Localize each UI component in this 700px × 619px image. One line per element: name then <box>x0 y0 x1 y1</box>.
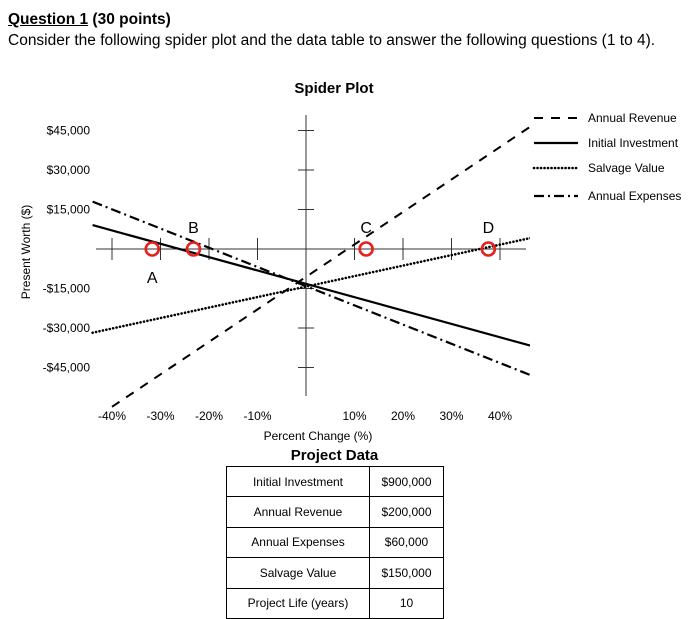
break-even-marker <box>185 241 202 257</box>
x-tick-label: 10% <box>342 409 366 423</box>
marker-label: A <box>147 270 158 287</box>
table-cell-label: Salvage Value <box>226 557 370 589</box>
table-cell-label: Annual Revenue <box>226 496 370 528</box>
plot-tick-labels: -40% -30% -20% -10% 10% 20% 30% 40% $45,000 $30,0… <box>43 124 513 423</box>
table-cell-value: 10 <box>369 587 444 619</box>
y-axis-label: Present Worth ($) <box>19 205 33 299</box>
table-cell-value: $200,000 <box>369 496 444 528</box>
series-line-initial-investment <box>92 224 530 347</box>
table-cell-label: Project Life (years) <box>226 587 370 619</box>
x-tick-label: 20% <box>391 409 415 423</box>
question-text: Consider the following spider plot and t… <box>8 32 656 49</box>
series-line-annual-expenses <box>92 200 530 377</box>
plot-axes <box>96 115 526 396</box>
table-cell-value: $150,000 <box>369 557 444 589</box>
marker-label: C <box>360 220 372 237</box>
series-line-salvage-value <box>91 236 530 335</box>
plot-legend: Annual Revenue Initial Investment Salvage … <box>532 111 681 203</box>
y-tick-label: $30,000 <box>47 163 91 177</box>
break-even-marker <box>358 241 374 257</box>
project-data-table: Initial Investment $900,000 Annual Reven… <box>226 465 444 619</box>
x-tick-label: 30% <box>439 409 463 423</box>
series-line-annual-revenue <box>111 125 530 408</box>
table-cell-value: $60,000 <box>369 526 444 559</box>
legend-entry: Salvage Value <box>588 161 665 175</box>
question-points: (30 points) <box>92 11 171 28</box>
x-tick-label: -30% <box>146 409 174 423</box>
x-tick-label: -40% <box>98 409 126 423</box>
table-row: Annual Expenses $60,000 <box>226 526 444 559</box>
legend-entry: Annual Revenue <box>588 111 677 125</box>
y-tick-label: -$15,000 <box>43 281 91 295</box>
x-axis-label: Percent Change (%) <box>264 429 373 443</box>
table-row: Project Life (years) 10 <box>226 587 444 619</box>
plot-series <box>91 125 530 408</box>
x-tick-label: -10% <box>243 409 271 423</box>
x-tick-label: 40% <box>488 409 512 423</box>
y-tick-label: -$30,000 <box>43 321 91 335</box>
break-even-marker <box>480 241 497 257</box>
y-tick-label: $15,000 <box>47 203 91 217</box>
table-cell-value: $900,000 <box>369 465 444 498</box>
y-tick-label: $45,000 <box>47 124 91 138</box>
y-tick-label: -$45,000 <box>43 360 91 374</box>
table-cell-label: Initial Investment <box>226 465 370 498</box>
break-even-marker <box>144 241 161 257</box>
project-data-title: Project Data <box>290 447 379 464</box>
x-tick-label: -20% <box>195 409 223 423</box>
legend-entry: Annual Expenses <box>588 189 681 203</box>
legend-entry: Initial Investment <box>588 136 679 150</box>
question-header: Question 1 (30 points) <box>8 10 171 30</box>
table-cell-label: Annual Expenses <box>226 526 370 559</box>
marker-label: D <box>483 220 495 237</box>
table-row: Salvage Value $150,000 <box>226 557 444 589</box>
marker-label: B <box>188 220 199 237</box>
plot-annotations: A B C D <box>144 220 497 287</box>
spider-plot: A B C D -40% -30% -20% -10% 10% 20% 30% 40% $45,000… <box>19 80 681 443</box>
table-row: Annual Revenue $200,000 <box>226 496 444 528</box>
question-number: Question 1 <box>8 11 89 28</box>
table-row: Initial Investment $900,000 <box>226 465 444 498</box>
chart-title: Spider Plot <box>294 80 373 97</box>
